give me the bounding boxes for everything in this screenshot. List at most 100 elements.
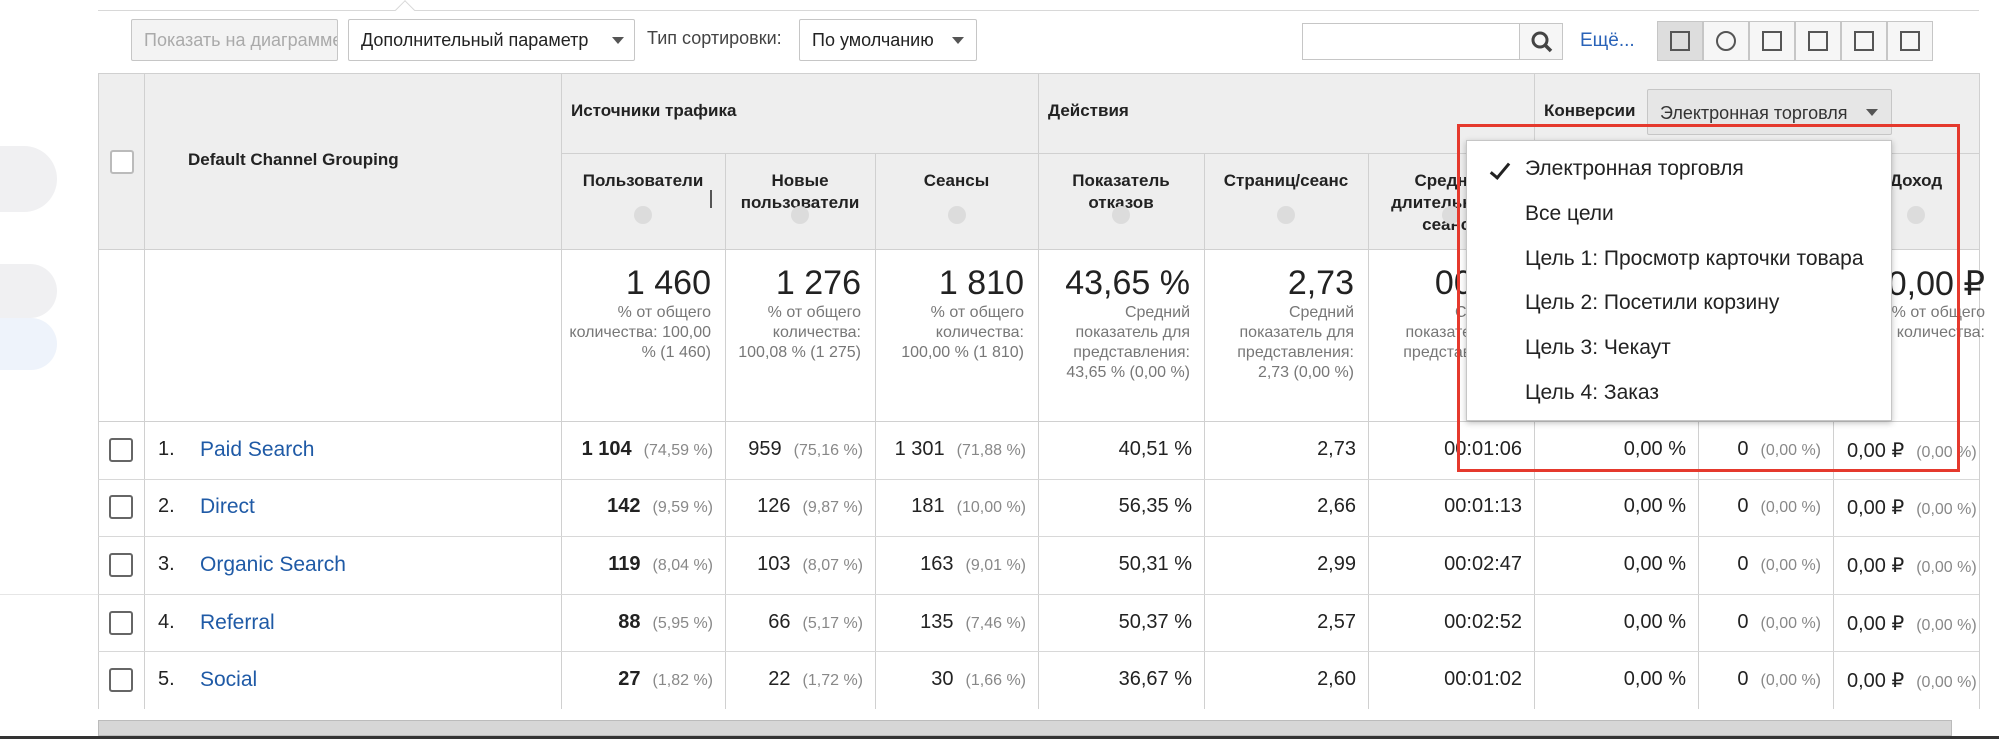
cell-value: 0,00 %: [1623, 668, 1686, 691]
sort-arrow: [710, 190, 724, 208]
help-icon: [791, 206, 809, 224]
cell-percent: (9,87 %): [802, 499, 863, 517]
row-checkbox[interactable]: [109, 668, 133, 693]
cell-percent: (0,00 %): [1916, 559, 1977, 576]
cell-percent: (0,00 %): [1760, 499, 1821, 517]
cell-value: 119: [608, 553, 641, 575]
view-button[interactable]: [1795, 21, 1841, 61]
more-link[interactable]: Ещё...: [1580, 30, 1635, 51]
cell: 0 (0,00 %): [1698, 495, 1821, 518]
cell: 126 (9,87 %): [725, 495, 863, 518]
secondary-dimension-dropdown[interactable]: Дополнительный параметр: [348, 19, 635, 61]
menu-item[interactable]: Цель 2: Посетили корзину: [1525, 291, 1780, 315]
menu-item[interactable]: Цель 1: Просмотр карточки товара: [1525, 246, 1864, 270]
cell: 181 (10,00 %): [875, 495, 1026, 518]
cell: 0 (0,00 %): [1698, 438, 1821, 461]
cell: 959 (75,16 %): [725, 438, 863, 461]
cell-value: 0,00 ₽: [1847, 439, 1905, 462]
cell: 30 (1,66 %): [875, 668, 1026, 691]
cell-percent: (9,59 %): [652, 499, 713, 517]
channel-link[interactable]: Direct: [200, 495, 255, 519]
menu-item[interactable]: Цель 4: Заказ: [1525, 381, 1659, 404]
cell-value: 103: [757, 553, 791, 575]
channel-link[interactable]: Referral: [200, 610, 275, 634]
cell: 0 (0,00 %): [1698, 668, 1821, 691]
total-note: % от общего количества:: [1891, 304, 1985, 341]
scrollbar: [98, 720, 1952, 736]
column-header: Доход: [1889, 171, 1943, 190]
row-border: [98, 478, 1979, 480]
select-all-checkbox[interactable]: [110, 150, 134, 174]
view-button[interactable]: [1841, 21, 1887, 61]
column-header: Показатель отказов: [1072, 171, 1170, 212]
plot-button[interactable]: Показать на диаграмме: [131, 19, 338, 61]
view-button[interactable]: [1657, 21, 1703, 61]
cell-percent: (0,00 %): [1760, 614, 1821, 632]
search-button[interactable]: [1519, 23, 1563, 60]
channel-link[interactable]: Social: [200, 668, 258, 692]
cell-percent: (8,07 %): [802, 557, 863, 574]
cell-value: 0: [1737, 495, 1749, 518]
view-button[interactable]: [1703, 21, 1749, 61]
view-icon: [1900, 31, 1920, 51]
row-checkbox[interactable]: [109, 495, 133, 520]
conversion-dropdown[interactable]: Электронная торговля: [1647, 89, 1892, 135]
sort-dropdown[interactable]: По умолчанию: [799, 19, 977, 61]
menu-item[interactable]: Цель 3: Чекаут: [1525, 336, 1671, 360]
cell-value: 126: [757, 495, 791, 518]
cell-percent: (0,00 %): [1916, 501, 1977, 519]
sidebar-shape: [0, 318, 57, 370]
cell: 135 (7,46 %): [875, 611, 1026, 634]
view-button[interactable]: [1887, 21, 1933, 61]
cell-value: 00:01:06: [1444, 437, 1522, 460]
cell-percent: (5,17 %): [802, 614, 863, 632]
cell-value: 00:01:02: [1444, 668, 1522, 691]
column-border: [1698, 153, 1699, 709]
cell: 2,66: [1204, 495, 1356, 518]
cell-percent: (7,46 %): [965, 614, 1026, 632]
menu-item[interactable]: Электронная торговля: [1525, 157, 1744, 180]
dropdown-caret: [1866, 109, 1878, 116]
cell: 142 (9,59 %): [561, 495, 713, 518]
row-checkbox[interactable]: [109, 610, 133, 635]
channel-link[interactable]: Organic Search: [200, 553, 346, 576]
cell-value: 2,60: [1317, 668, 1356, 691]
cell-percent: (0,00 %): [1760, 557, 1821, 574]
view-icon: [1716, 31, 1736, 51]
row-number: 2.: [158, 495, 175, 518]
cell-value: 1 301: [894, 437, 945, 460]
cell-value: 2,73: [1317, 437, 1356, 460]
channel-link[interactable]: Paid Search: [200, 437, 315, 461]
cell: 56,35 %: [1038, 495, 1192, 518]
cell-value: 163: [920, 553, 954, 575]
cell-value: 00:02:52: [1444, 610, 1522, 633]
cell-value: 50,37 %: [1118, 610, 1192, 633]
total-value: 43,65 %: [1065, 264, 1190, 302]
cell: 103 (8,07 %): [725, 553, 863, 576]
total-value: 1 810: [938, 264, 1024, 302]
cell-value: 30: [931, 668, 954, 691]
row-checkbox[interactable]: [109, 553, 133, 577]
cell-value: 0,00 %: [1623, 437, 1686, 460]
cell-value: 0: [1737, 553, 1749, 575]
menu-item[interactable]: Все цели: [1525, 201, 1614, 225]
group-header: Действия: [1048, 101, 1129, 120]
view-button[interactable]: [1749, 21, 1795, 61]
cell: 22 (1,72 %): [725, 668, 863, 691]
conversion-menu: Электронная торговля Все цели Цель 1: Прос…: [1466, 140, 1892, 421]
table-border: [144, 73, 145, 709]
row-checkbox[interactable]: [109, 437, 133, 462]
dropdown-caret: [612, 37, 624, 44]
view-icon: [1854, 31, 1874, 51]
help-icon: [634, 206, 652, 224]
total-value: 2,73: [1287, 264, 1354, 302]
column-border: [1204, 153, 1205, 709]
cell: 00:01:06: [1368, 438, 1522, 461]
search-icon: [1531, 31, 1553, 53]
cell: 00:02:47: [1368, 553, 1522, 576]
row-border: [561, 153, 1979, 154]
search-input[interactable]: [1302, 23, 1520, 60]
cell-percent: (1,66 %): [965, 672, 1026, 690]
cell: 0 (0,00 %): [1698, 553, 1821, 576]
cell: 0,00 %: [1534, 668, 1686, 691]
